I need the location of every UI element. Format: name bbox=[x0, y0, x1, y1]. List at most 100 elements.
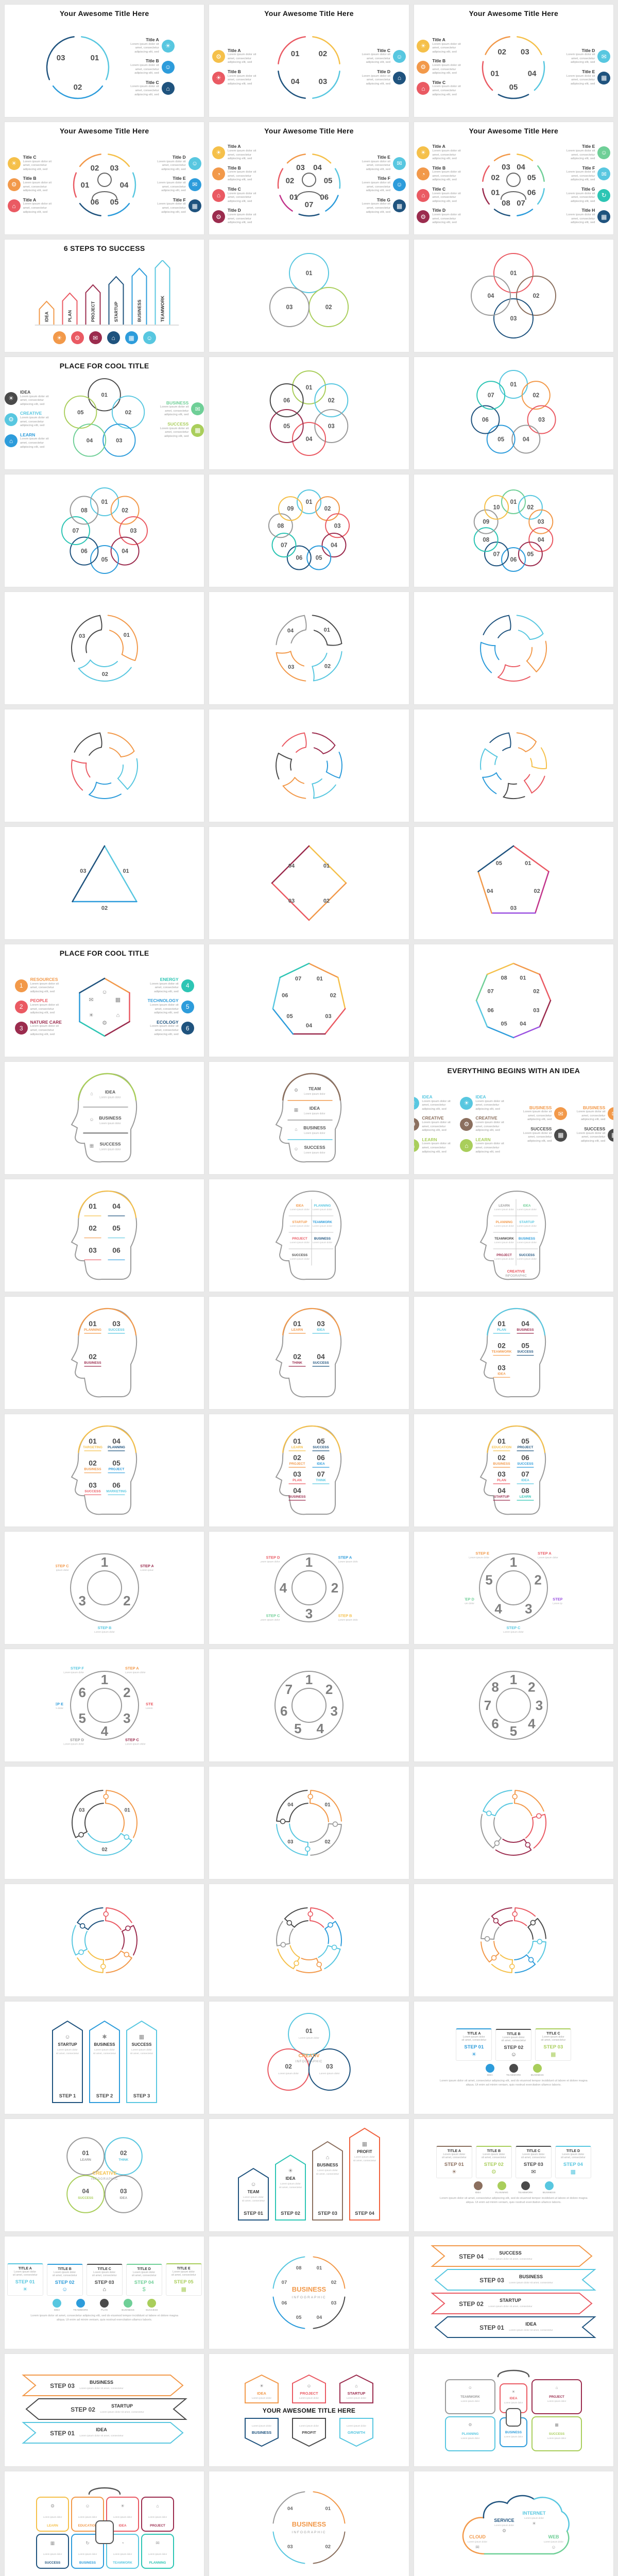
svg-text: 08 bbox=[296, 2265, 302, 2271]
infographic-tile-pin bbox=[4, 709, 205, 822]
svg-text: 07 bbox=[282, 2280, 287, 2285]
diagram-svg: 02 03 04 01 bbox=[278, 36, 340, 99]
svg-text: ☀ bbox=[288, 2168, 293, 2174]
infographic-tile-hexcall: PLACE FOR COOL TITLE 1 RESOURCES Lorem ipsu… bbox=[4, 944, 205, 1057]
svg-text: 03 bbox=[79, 1808, 85, 1814]
svg-text: Lorem ipsum dolor bbox=[113, 2553, 132, 2555]
diagram-svg: STEP 04 SUCCESS Lorem ipsum dolor sit amet… bbox=[431, 2245, 597, 2338]
title-column: TITLE A Lorem ipsum dolor sit amet, consec… bbox=[7, 2263, 43, 2296]
svg-text: STEP 04 bbox=[355, 2211, 375, 2216]
svg-text: 05 bbox=[112, 1224, 121, 1232]
diagram-stroke bbox=[298, 213, 320, 216]
diagram-stroke bbox=[494, 645, 500, 660]
legend-label: CREATIVE bbox=[422, 1115, 444, 1121]
diagram-stroke bbox=[88, 793, 122, 799]
diagram-stroke bbox=[278, 753, 293, 760]
infographic-tile-poly: 01 02 03 04 05 bbox=[413, 826, 614, 940]
legend-item: ⚙ Title D Lorem ipsum dolor sit amet, cons… bbox=[212, 208, 262, 225]
tile-title-center: YOUR AWESOME TITLE HERE bbox=[262, 2407, 356, 2414]
svg-text: 06 bbox=[510, 557, 517, 563]
svg-text: 01 bbox=[498, 1437, 506, 1445]
svg-text: 2 bbox=[535, 1572, 542, 1588]
mail-icon: ✉ bbox=[89, 331, 102, 344]
svg-text: sit amet, consectetur bbox=[353, 2159, 376, 2162]
diagram-stroke bbox=[309, 1803, 329, 1822]
legend-lorem: Lorem ipsum dolor sit amet, consectetur … bbox=[157, 160, 186, 171]
svg-text: 04 bbox=[112, 1202, 121, 1210]
svg-text: 03 bbox=[287, 2544, 293, 2550]
legend-label: ECOLOGY bbox=[157, 1019, 179, 1025]
svg-text: 01 bbox=[317, 976, 323, 982]
infographic-tile-headgrid: LEARN Lorem ipsum dolor IDEA Lorem ipsum do… bbox=[413, 1179, 614, 1292]
infographic-tile-chevrons: STEP 03 BUSINESS Lorem ipsum dolor sit ame… bbox=[4, 2353, 205, 2467]
legend-lorem: Lorem ipsum dolor sit amet, consectetur … bbox=[20, 437, 49, 449]
svg-text: TEAMWORK bbox=[494, 1237, 514, 1241]
diagram-stroke bbox=[121, 654, 135, 661]
gear-icon: ⚙ bbox=[5, 413, 18, 426]
svg-text: 01 bbox=[306, 385, 313, 391]
diagram-stroke bbox=[334, 167, 341, 189]
diagram-stroke bbox=[517, 208, 534, 216]
svg-text: 01 bbox=[80, 181, 89, 190]
diagram-stroke bbox=[312, 783, 315, 799]
infographic-tile-headnum: 01 TARGETING 02 BUSINESS 03 SUCCESS 04 PLANNING… bbox=[4, 1414, 205, 1527]
svg-text: 03 bbox=[80, 868, 86, 874]
svg-text: ▦ bbox=[115, 997, 120, 1003]
svg-text: STEP A bbox=[140, 1564, 153, 1568]
svg-text: 07 bbox=[281, 543, 287, 549]
diagram-stroke bbox=[71, 615, 100, 662]
diagram-stroke bbox=[276, 615, 305, 646]
legend-label: Title B bbox=[227, 165, 241, 171]
svg-text: Lorem ipsum dolor bbox=[78, 2516, 97, 2518]
legend-label: Title D bbox=[581, 47, 595, 53]
diagram-stroke bbox=[121, 1930, 125, 1950]
diagram-stroke bbox=[493, 1941, 500, 1954]
svg-text: 04 bbox=[498, 1486, 506, 1495]
svg-text: PROJECT bbox=[518, 1446, 534, 1449]
legend-item: ◔ Title B Lorem ipsum dolor sit amet, cons… bbox=[212, 165, 262, 182]
legend-column: ☀ Title A Lorem ipsum dolor sit amet, cons… bbox=[417, 144, 466, 225]
svg-text: 03 bbox=[89, 1246, 97, 1254]
legend-label: ENERGY bbox=[160, 976, 179, 982]
infographic-tile-puzz bbox=[413, 1766, 614, 1879]
tile-body: 01 PLAN 02 TEAMWORK 03 IDEA 04 BUSINESS 05 SUCCES… bbox=[414, 1297, 613, 1409]
legend-lorem: Lorem ipsum dolor sit amet, consectetur … bbox=[422, 1142, 451, 1154]
svg-text: 02 bbox=[324, 664, 331, 670]
svg-text: 02 bbox=[90, 164, 99, 173]
legend-column: ⚙ Title A Lorem ipsum dolor sit amet, cons… bbox=[212, 48, 262, 87]
svg-text: SUCCESS bbox=[108, 1328, 125, 1332]
tile-body: IDEA Lorem ipsum dolor PLANNING Lorem ipsum… bbox=[209, 1179, 408, 1292]
svg-text: Lorem ipsum dolor bbox=[553, 1602, 562, 1605]
infographic-tile-ring: Your Awesome Title Here ☀ Title A Lorem ips… bbox=[413, 122, 614, 235]
diagram-stroke bbox=[39, 300, 55, 326]
diagram-stroke bbox=[318, 1945, 329, 1958]
diagram-stroke bbox=[529, 633, 544, 640]
svg-text: 02 bbox=[330, 992, 336, 998]
briefcase-icon: ⌂ bbox=[102, 2286, 106, 2293]
diagram-stroke bbox=[117, 764, 124, 779]
legend-label: Title A bbox=[146, 37, 159, 42]
diagram-stroke bbox=[282, 785, 306, 799]
svg-text: SUCCESS bbox=[131, 2042, 151, 2047]
svg-text: Lorem ipsum dolor bbox=[243, 2196, 264, 2199]
legend-lorem: Lorem ipsum dolor sit amet, consectetur … bbox=[30, 1025, 59, 1036]
legend-label: Title C bbox=[432, 79, 446, 85]
svg-text: 1 bbox=[100, 1554, 108, 1570]
legend-item: ▦ Title G Lorem ipsum dolor sit amet, cons… bbox=[356, 197, 406, 214]
svg-text: ▦ bbox=[362, 2141, 367, 2147]
svg-text: 05 bbox=[296, 2315, 302, 2320]
tile-body: ⚙ TEAM Lorem ipsum dolor ▦ IDEA Lorem ipsum d… bbox=[209, 1062, 408, 1174]
diagram-stroke bbox=[91, 191, 117, 200]
diagram-stroke bbox=[276, 651, 291, 654]
diagram-stroke bbox=[99, 732, 102, 748]
diagram-stroke bbox=[295, 747, 306, 753]
svg-text: PLAN bbox=[497, 1328, 506, 1332]
diagram-stroke bbox=[120, 750, 135, 758]
diagram-stroke bbox=[487, 1308, 546, 1336]
svg-text: 05 bbox=[110, 197, 118, 206]
legend-dot: TEAMWORK bbox=[504, 2063, 523, 2076]
diagram-stroke bbox=[518, 630, 531, 640]
